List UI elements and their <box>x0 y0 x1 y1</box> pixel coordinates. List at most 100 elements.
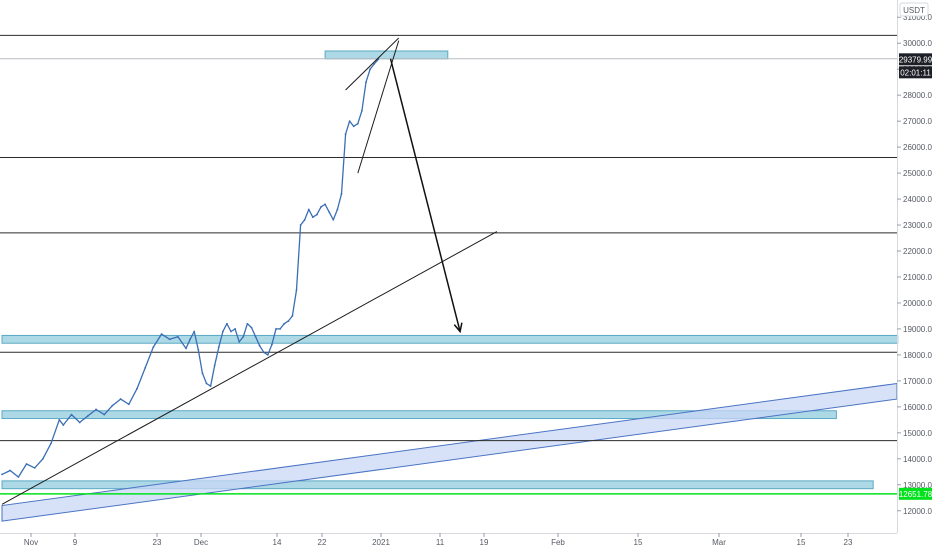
price-point-24 <box>189 338 192 341</box>
y-tick-label: 13000.00 <box>903 481 932 490</box>
zone-1[interactable] <box>324 50 449 60</box>
price-point-49 <box>291 315 294 317</box>
currency-badge[interactable] <box>899 2 929 17</box>
x-tick-label: 11 <box>436 538 445 547</box>
x-tick-label: 23 <box>153 538 162 547</box>
price-point-35 <box>234 328 237 330</box>
x-tick-label: 23 <box>844 538 853 547</box>
y-tick-label: 18000.00 <box>903 351 932 360</box>
price-point-33 <box>226 322 228 325</box>
y-tick-label: 28000.00 <box>903 91 932 100</box>
countdown-label: 02:01:11 <box>900 68 931 77</box>
price-point-66 <box>361 109 363 112</box>
time-axis[interactable]: Nov 9 23 Dec 14 22 2021 11 19 Feb 15 Mar 15 23 <box>24 533 853 547</box>
price-point-36 <box>238 341 241 343</box>
zone-3[interactable] <box>1 410 837 420</box>
price-point-51 <box>299 224 302 226</box>
last-price-label: 29379.99 <box>899 55 932 64</box>
price-point-41 <box>258 344 261 347</box>
price-point-38 <box>246 322 249 325</box>
price-point-5 <box>42 457 44 460</box>
price-point-4 <box>33 466 36 469</box>
forecast-arrow-head <box>453 322 463 334</box>
price-point-43 <box>266 354 269 356</box>
x-tick-label: 14 <box>273 538 282 547</box>
trendline-1[interactable] <box>1 231 498 505</box>
forecast-arrow-shaft[interactable] <box>389 58 461 332</box>
y-tick-label: 17000.00 <box>903 377 932 386</box>
x-tick-label: 19 <box>480 538 489 547</box>
series-layer <box>1 58 380 478</box>
price-point-23 <box>185 347 187 350</box>
y-tick-label: 22000.00 <box>903 247 932 256</box>
price-point-9 <box>70 413 73 416</box>
levels-layer <box>0 34 897 495</box>
x-tick-label: 15 <box>634 538 643 547</box>
price-point-50 <box>295 289 298 291</box>
price-point-39 <box>250 326 253 329</box>
price-point-32 <box>221 330 224 333</box>
x-tick-label: 15 <box>797 538 806 547</box>
zones-layer <box>1 50 899 490</box>
price-point-67 <box>365 81 367 84</box>
price-point-19 <box>152 346 155 349</box>
price-point-69 <box>373 63 376 65</box>
price-point-59 <box>332 218 335 221</box>
price-point-34 <box>230 330 232 333</box>
price-point-55 <box>316 213 318 216</box>
price-point-31 <box>217 346 220 349</box>
price-point-3 <box>25 463 28 465</box>
price-labels: USDT 29379.99 02:01:11 12651.78 <box>899 2 932 500</box>
price-point-54 <box>311 216 314 219</box>
trendline-2[interactable] <box>345 37 400 91</box>
price-point-56 <box>320 205 322 208</box>
price-point-27 <box>201 372 204 374</box>
price-point-48 <box>287 320 290 323</box>
zone-2[interactable] <box>1 334 899 344</box>
y-tick-label: 14000.00 <box>903 455 932 464</box>
green-level-label: 12651.78 <box>899 490 932 499</box>
price-point-63 <box>348 120 351 123</box>
price-point-61 <box>340 192 343 195</box>
price-axis[interactable]: 12000.00 13000.00 14000.00 15000.00 16000.00… <box>897 13 932 516</box>
last-price-tag <box>899 53 932 66</box>
x-tick-label: Mar <box>712 538 726 547</box>
y-tick-label: 30000.00 <box>903 39 932 48</box>
zone-4[interactable] <box>1 480 874 490</box>
currency-label: USDT <box>903 6 925 15</box>
price-point-6 <box>50 442 52 445</box>
price-point-58 <box>328 211 331 213</box>
price-point-68 <box>369 68 371 71</box>
price-point-60 <box>336 208 339 211</box>
y-tick-label: 21000.00 <box>903 273 932 282</box>
price-point-30 <box>213 364 216 367</box>
price-point-47 <box>283 322 286 325</box>
price-point-13 <box>103 413 106 416</box>
price-point-22 <box>176 335 179 338</box>
y-tick-label: 12000.00 <box>903 507 932 516</box>
price-point-25 <box>193 330 196 333</box>
green-level-tag <box>899 487 932 500</box>
price-point-12 <box>95 408 97 411</box>
x-tick-label: 22 <box>318 538 327 547</box>
price-point-62 <box>344 133 347 136</box>
price-point-1 <box>9 469 12 472</box>
y-tick-label: 27000.00 <box>903 117 932 126</box>
y-tick-label: 23000.00 <box>903 221 932 230</box>
price-point-52 <box>303 218 306 221</box>
y-tick-label: 19000.00 <box>903 325 932 334</box>
x-tick-label: Feb <box>551 538 565 547</box>
price-point-20 <box>160 333 163 336</box>
price-point-29 <box>209 385 212 387</box>
x-tick-label: 9 <box>73 538 78 547</box>
price-point-42 <box>262 351 265 354</box>
x-tick-label: 2021 <box>372 538 390 547</box>
price-point-2 <box>17 476 20 478</box>
price-point-18 <box>144 366 147 369</box>
x-tick-label: Nov <box>24 538 38 547</box>
price-point-57 <box>324 203 327 206</box>
price-point-15 <box>119 398 122 400</box>
y-tick-label: 31000.00 <box>903 13 932 22</box>
